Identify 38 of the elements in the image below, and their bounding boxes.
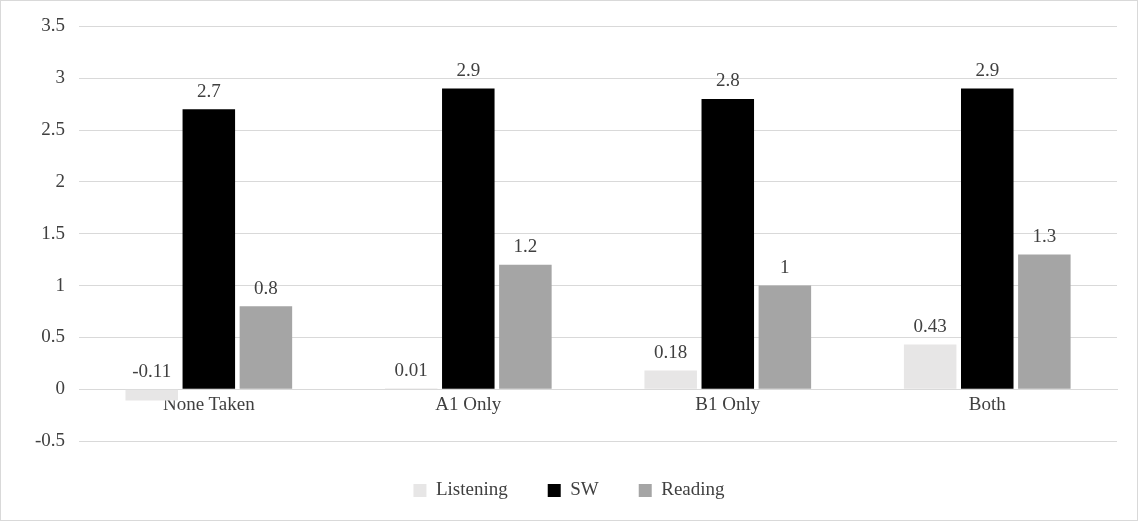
legend-label: Reading (661, 478, 726, 500)
data-label: 1 (780, 256, 790, 278)
data-label: 2.8 (715, 69, 740, 91)
legend-label: SW (570, 478, 599, 500)
bar (442, 88, 495, 389)
bar (758, 285, 812, 389)
bar (701, 98, 755, 389)
y-tick-label: 0 (55, 377, 66, 399)
bar (961, 88, 1014, 389)
data-label: 0.01 (394, 358, 428, 380)
y-tick-label: 3.5 (41, 14, 66, 36)
x-tick-label: A1 Only (435, 392, 502, 414)
data-label: 2.9 (975, 59, 1000, 81)
y-tick-label: 1.5 (41, 221, 66, 243)
y-tick-label: -0.5 (35, 428, 66, 450)
x-tick-label: Both (968, 392, 1007, 414)
y-tick-label: 0.5 (41, 325, 66, 347)
x-tick-label: B1 Only (695, 392, 761, 414)
data-label: -0.11 (132, 359, 172, 381)
data-label: 0.8 (254, 276, 278, 298)
bar (239, 306, 293, 389)
bar (1018, 254, 1071, 389)
data-label: 0.18 (654, 341, 688, 362)
data-label: 0.43 (913, 315, 947, 337)
y-tick-label: 1 (55, 273, 66, 295)
bar (644, 370, 697, 389)
y-tick-label: 2.5 (41, 118, 66, 140)
bar (903, 344, 957, 389)
bar (499, 264, 552, 389)
bar (125, 389, 178, 401)
data-label: 2.9 (456, 59, 481, 81)
legend-label: Listening (435, 478, 509, 500)
bar (182, 109, 236, 389)
y-tick-label: 3 (55, 66, 66, 88)
data-label: 1.2 (513, 235, 538, 257)
y-tick-label: 2 (55, 169, 66, 191)
data-label: 1.3 (1032, 224, 1057, 246)
data-label: 2.7 (196, 79, 221, 101)
